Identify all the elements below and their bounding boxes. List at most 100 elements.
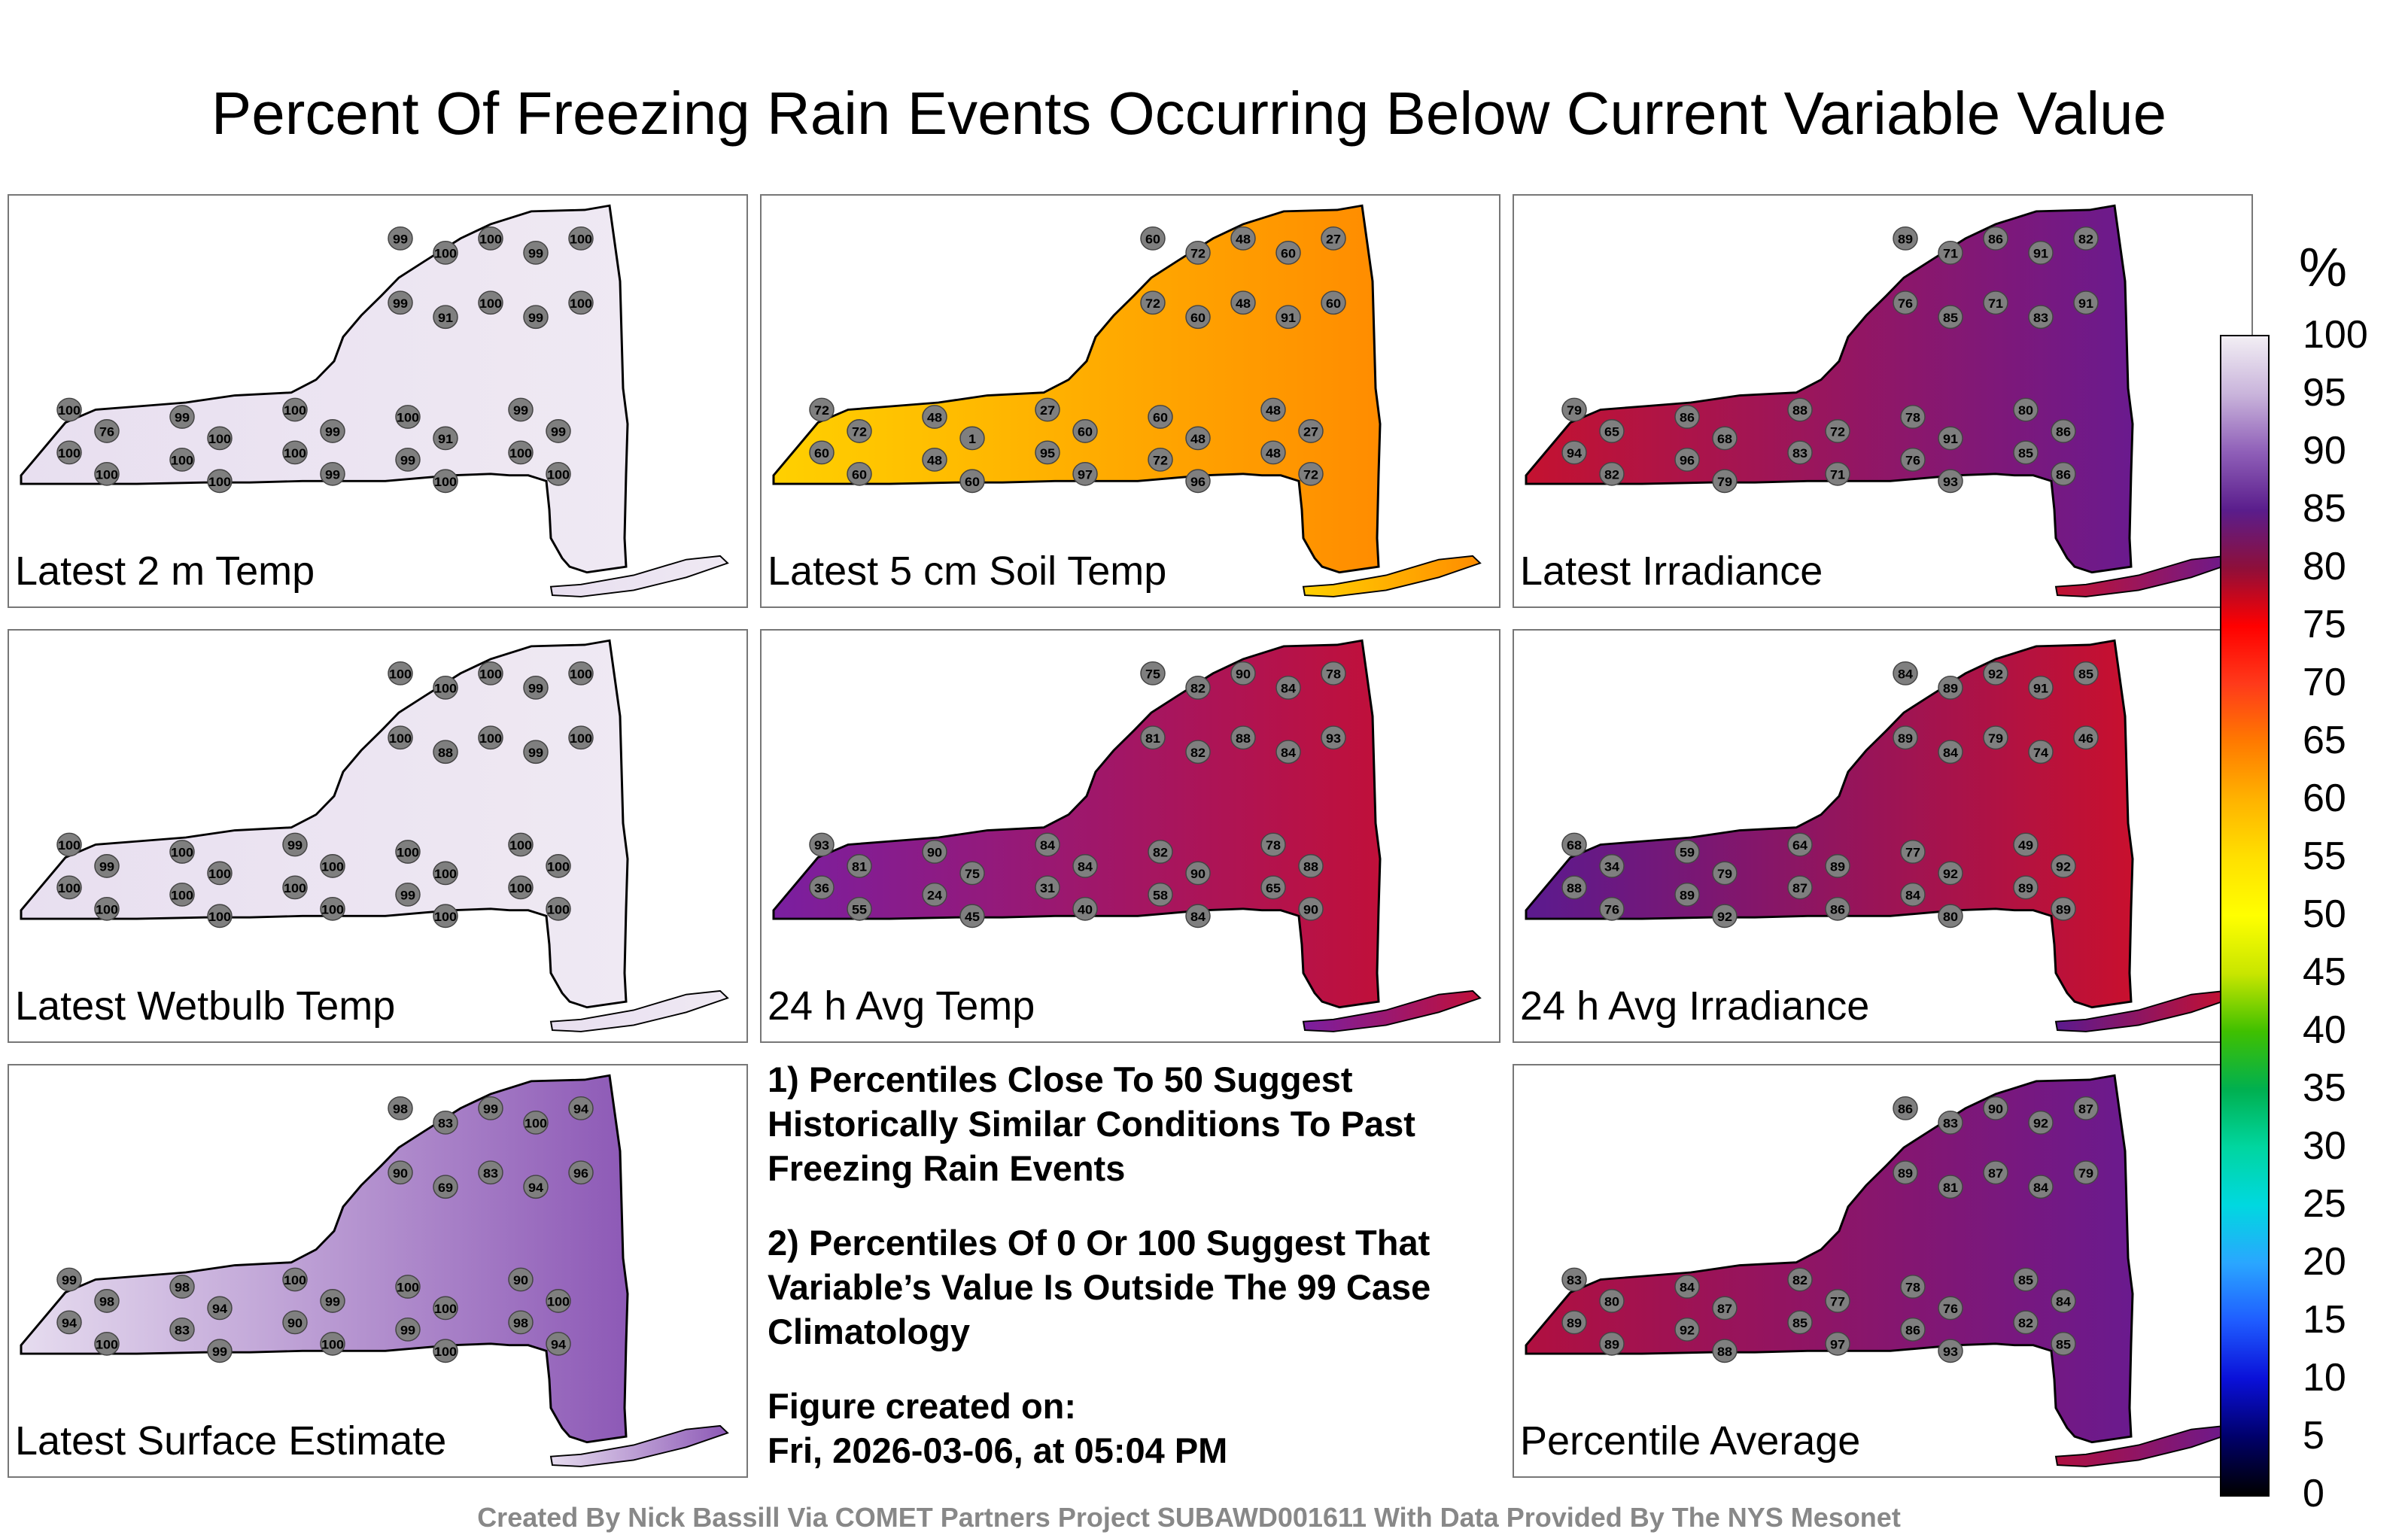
station-marker: 100 bbox=[478, 290, 503, 315]
map-panel-8: 86 83 90 92 87 89 81 87 84 79 83 84 82 7… bbox=[1513, 1064, 2253, 1478]
station-marker: 24 bbox=[922, 882, 947, 907]
colorbar-tick-label: 90 bbox=[2303, 429, 2346, 473]
station-marker: 99 bbox=[508, 397, 534, 422]
panel-label: Latest Surface Estimate bbox=[15, 1418, 447, 1464]
station-marker: 100 bbox=[508, 832, 534, 857]
svg-text:100: 100 bbox=[547, 1294, 570, 1309]
station-marker: 27 bbox=[1035, 397, 1060, 422]
station-marker: 100 bbox=[169, 882, 195, 907]
svg-text:83: 83 bbox=[2033, 310, 2048, 324]
svg-text:100: 100 bbox=[58, 838, 81, 853]
notes-block: 1) Percentiles Close To 50 Suggest Histo… bbox=[768, 1057, 1475, 1473]
station-marker: 100 bbox=[508, 440, 534, 465]
svg-text:83: 83 bbox=[175, 1323, 190, 1337]
station-marker: 89 bbox=[1893, 1160, 1918, 1185]
station-marker: 78 bbox=[1900, 1275, 1926, 1299]
station-marker: 87 bbox=[1787, 875, 1813, 900]
station-marker: 92 bbox=[1674, 1317, 1700, 1342]
svg-text:99: 99 bbox=[551, 424, 566, 439]
station-marker: 94 bbox=[523, 1175, 549, 1199]
station-marker: 82 bbox=[1787, 1267, 1813, 1292]
station-marker: 84 bbox=[1674, 1275, 1700, 1299]
svg-text:85: 85 bbox=[2056, 1337, 2071, 1351]
svg-text:60: 60 bbox=[852, 467, 867, 482]
station-marker: 48 bbox=[1260, 440, 1286, 465]
svg-text:75: 75 bbox=[1145, 667, 1160, 681]
station-marker: 87 bbox=[1983, 1160, 2008, 1185]
svg-text:48: 48 bbox=[927, 453, 942, 467]
panel-label: Latest 5 cm Soil Temp bbox=[768, 549, 1167, 594]
station-marker: 98 bbox=[169, 1275, 195, 1299]
svg-text:40: 40 bbox=[1078, 902, 1093, 916]
svg-text:100: 100 bbox=[570, 731, 592, 745]
svg-text:99: 99 bbox=[62, 1273, 77, 1287]
svg-text:45: 45 bbox=[965, 909, 980, 923]
station-marker: 100 bbox=[207, 861, 233, 886]
station-marker: 89 bbox=[1674, 882, 1700, 907]
station-marker: 100 bbox=[56, 397, 82, 422]
station-marker: 84 bbox=[1275, 740, 1301, 764]
station-marker: 89 bbox=[1599, 1331, 1625, 1356]
station-marker: 82 bbox=[2073, 226, 2099, 251]
station-marker: 72 bbox=[847, 419, 872, 443]
svg-text:48: 48 bbox=[1266, 445, 1281, 460]
colorbar-unit: % bbox=[2299, 238, 2348, 298]
svg-text:100: 100 bbox=[208, 431, 231, 445]
station-marker: 84 bbox=[2051, 1289, 2076, 1313]
station-marker: 97 bbox=[1072, 461, 1098, 486]
station-marker: 99 bbox=[388, 226, 413, 251]
station-marker: 92 bbox=[2051, 854, 2076, 878]
svg-text:92: 92 bbox=[2033, 1116, 2048, 1130]
colorbar-tick-label: 80 bbox=[2303, 545, 2346, 588]
station-marker: 84 bbox=[1900, 882, 1926, 907]
station-marker: 80 bbox=[2013, 397, 2039, 422]
station-marker: 83 bbox=[478, 1160, 503, 1185]
svg-text:76: 76 bbox=[1898, 296, 1913, 310]
station-marker: 83 bbox=[2028, 305, 2054, 330]
svg-text:48: 48 bbox=[1190, 431, 1206, 445]
colorbar-tick-label: 15 bbox=[2303, 1298, 2346, 1342]
station-marker: 100 bbox=[478, 725, 503, 750]
station-marker: 83 bbox=[169, 1317, 195, 1342]
station-marker: 94 bbox=[1561, 440, 1587, 465]
svg-text:100: 100 bbox=[58, 445, 81, 460]
svg-text:100: 100 bbox=[509, 838, 532, 853]
station-marker: 98 bbox=[388, 1096, 413, 1120]
svg-text:85: 85 bbox=[1792, 1315, 1808, 1330]
svg-text:72: 72 bbox=[814, 403, 829, 418]
svg-text:24: 24 bbox=[927, 888, 942, 902]
svg-text:1: 1 bbox=[968, 431, 976, 445]
station-marker: 99 bbox=[207, 1339, 233, 1363]
svg-text:60: 60 bbox=[814, 445, 829, 460]
station-marker: 79 bbox=[1983, 725, 2008, 750]
station-marker: 90 bbox=[1185, 861, 1211, 886]
svg-text:81: 81 bbox=[1943, 1180, 1958, 1194]
svg-text:97: 97 bbox=[1078, 467, 1093, 482]
station-marker: 83 bbox=[1561, 1267, 1587, 1292]
station-marker: 55 bbox=[847, 896, 872, 921]
station-marker: 46 bbox=[2073, 725, 2099, 750]
state-outline bbox=[20, 1074, 629, 1444]
svg-text:91: 91 bbox=[1281, 310, 1296, 324]
station-marker: 100 bbox=[478, 661, 503, 685]
svg-text:60: 60 bbox=[1190, 310, 1206, 324]
station-marker: 100 bbox=[282, 440, 308, 465]
colorbar-tick-label: 30 bbox=[2303, 1124, 2346, 1168]
svg-text:99: 99 bbox=[400, 888, 415, 902]
station-marker: 89 bbox=[1893, 725, 1918, 750]
station-marker: 88 bbox=[433, 740, 458, 764]
station-marker: 99 bbox=[523, 240, 549, 265]
svg-text:88: 88 bbox=[1792, 403, 1808, 418]
svg-text:86: 86 bbox=[1898, 1102, 1913, 1116]
svg-text:100: 100 bbox=[397, 410, 419, 424]
station-marker: 91 bbox=[433, 305, 458, 330]
svg-text:100: 100 bbox=[208, 909, 231, 923]
colorbar-tick-label: 5 bbox=[2303, 1414, 2324, 1457]
station-marker: 100 bbox=[207, 469, 233, 494]
station-marker: 100 bbox=[94, 896, 120, 921]
svg-text:88: 88 bbox=[438, 745, 453, 759]
station-marker: 86 bbox=[2051, 419, 2076, 443]
station-marker: 100 bbox=[207, 426, 233, 451]
station-marker: 99 bbox=[523, 675, 549, 700]
station-marker: 48 bbox=[922, 447, 947, 472]
